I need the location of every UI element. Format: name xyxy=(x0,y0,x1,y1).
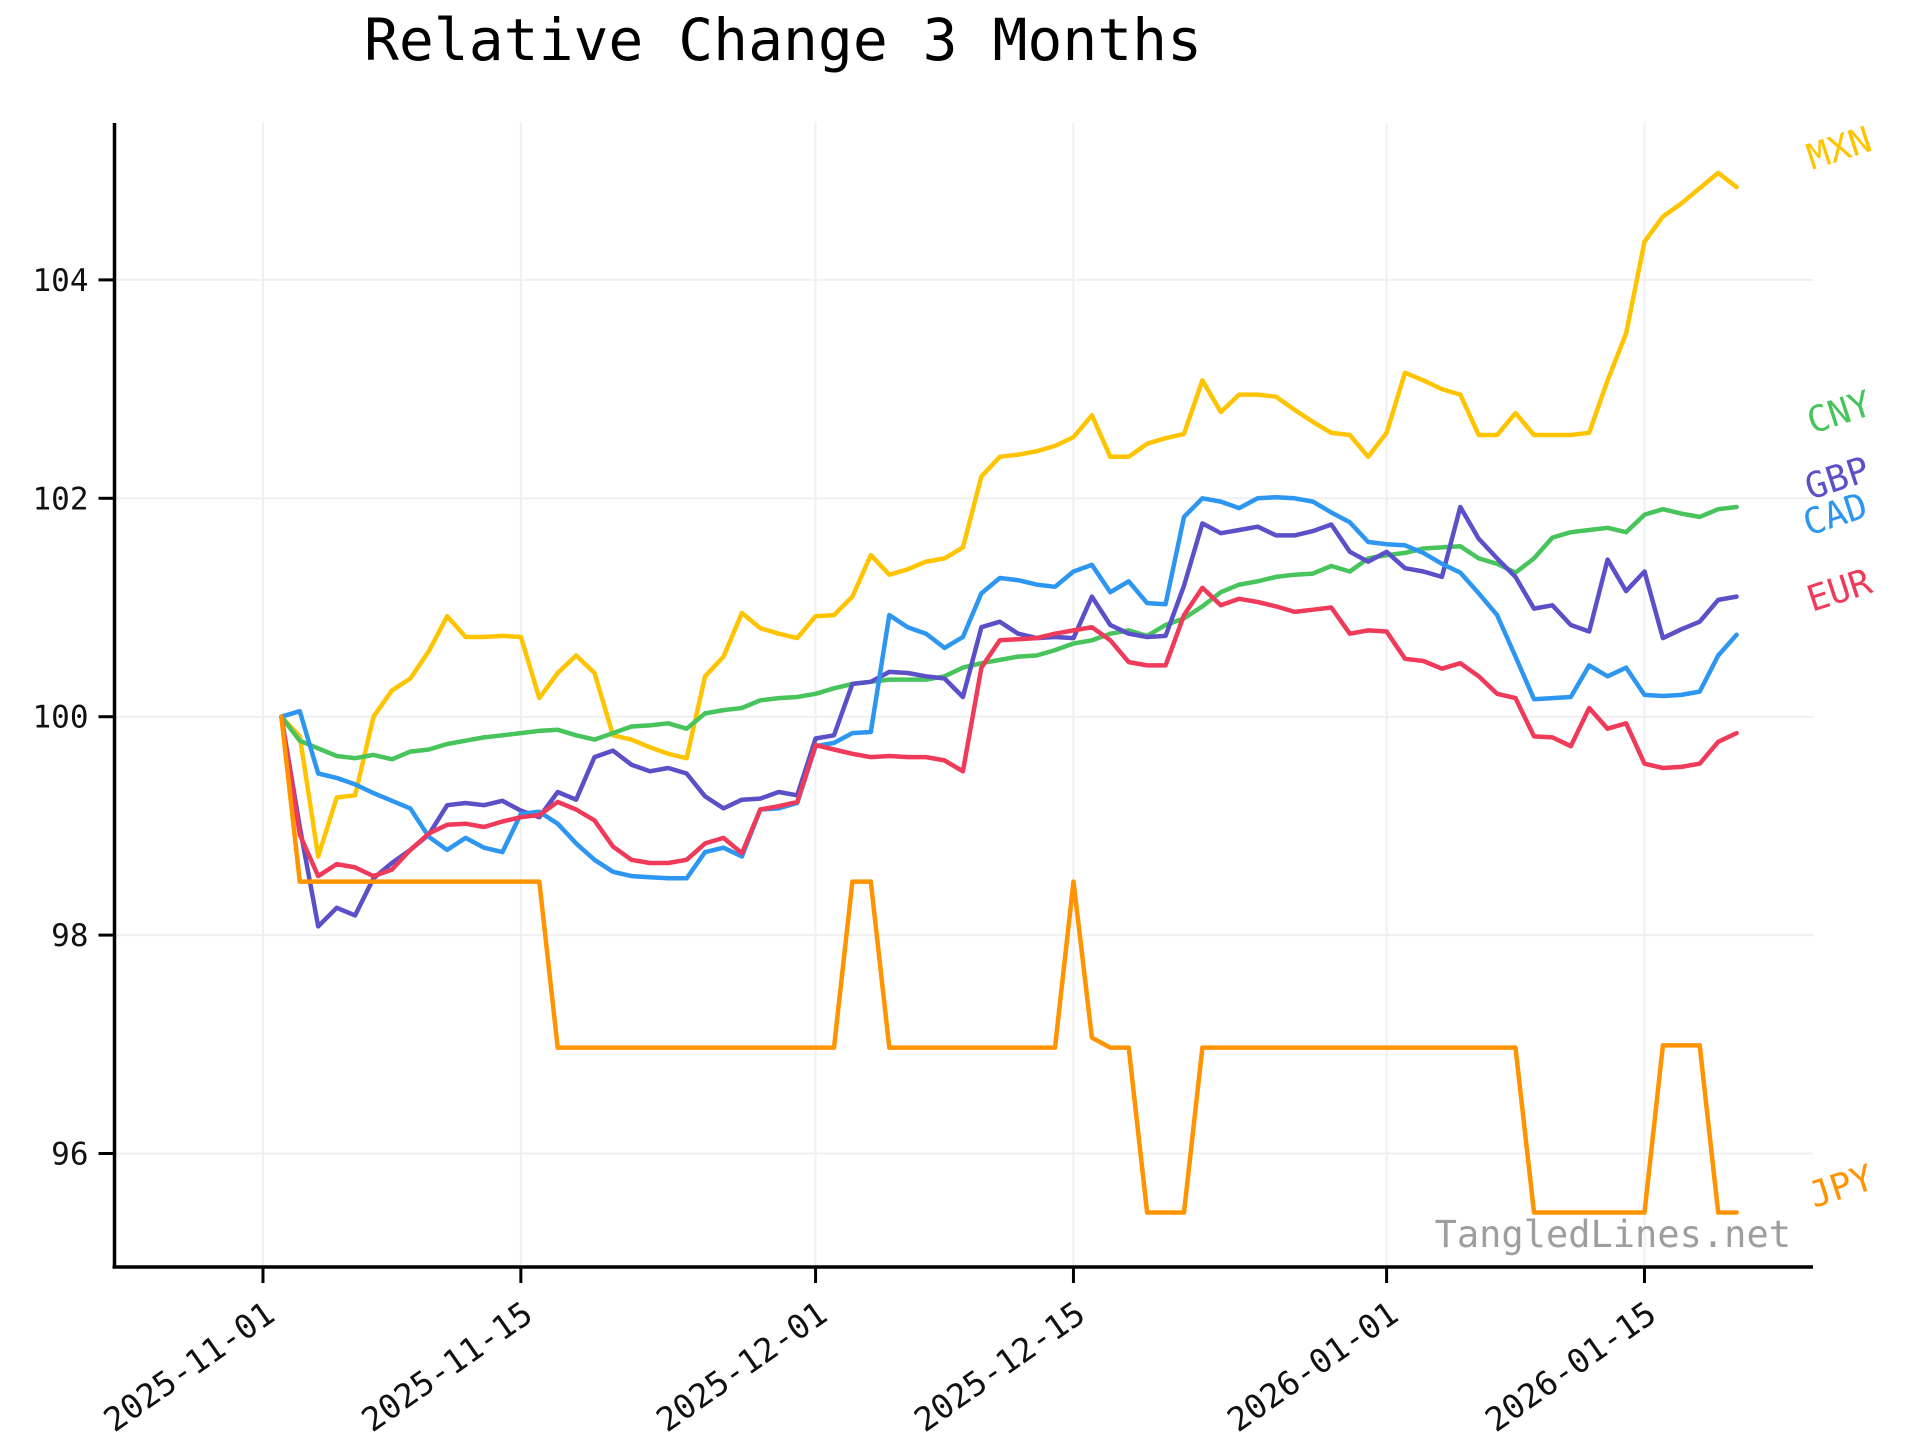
series-line-JPY xyxy=(279,714,1739,1215)
x-tick-label: 2026-01-15 xyxy=(1478,1294,1663,1440)
y-tick-label: 100 xyxy=(33,700,89,736)
series-label-MXN: MXN xyxy=(1802,119,1877,178)
series-line-MXN xyxy=(279,170,1739,859)
series-label-JPY: JPY xyxy=(1804,1157,1879,1216)
series-line-EUR xyxy=(279,585,1739,879)
series-line-CNY xyxy=(279,504,1739,762)
series-label-CNY: CNY xyxy=(1802,383,1877,442)
x-tick-label: 2025-12-15 xyxy=(907,1294,1092,1440)
series-label-EUR: EUR xyxy=(1802,561,1877,620)
y-tick-label: 102 xyxy=(33,481,89,517)
y-tick-label: 98 xyxy=(51,918,88,954)
series-line-CAD xyxy=(279,494,1739,881)
x-tick-label: 2025-11-15 xyxy=(354,1294,539,1440)
y-tick-label: 104 xyxy=(33,263,89,299)
x-tick-label: 2026-01-01 xyxy=(1220,1294,1405,1440)
x-tick-label: 2025-12-01 xyxy=(649,1294,834,1440)
x-tick-label: 2025-11-01 xyxy=(96,1294,281,1440)
watermark-text: TangledLines.net xyxy=(1435,1213,1791,1256)
chart-title: Relative Change 3 Months xyxy=(363,6,1203,74)
y-tick-label: 96 xyxy=(51,1137,88,1173)
